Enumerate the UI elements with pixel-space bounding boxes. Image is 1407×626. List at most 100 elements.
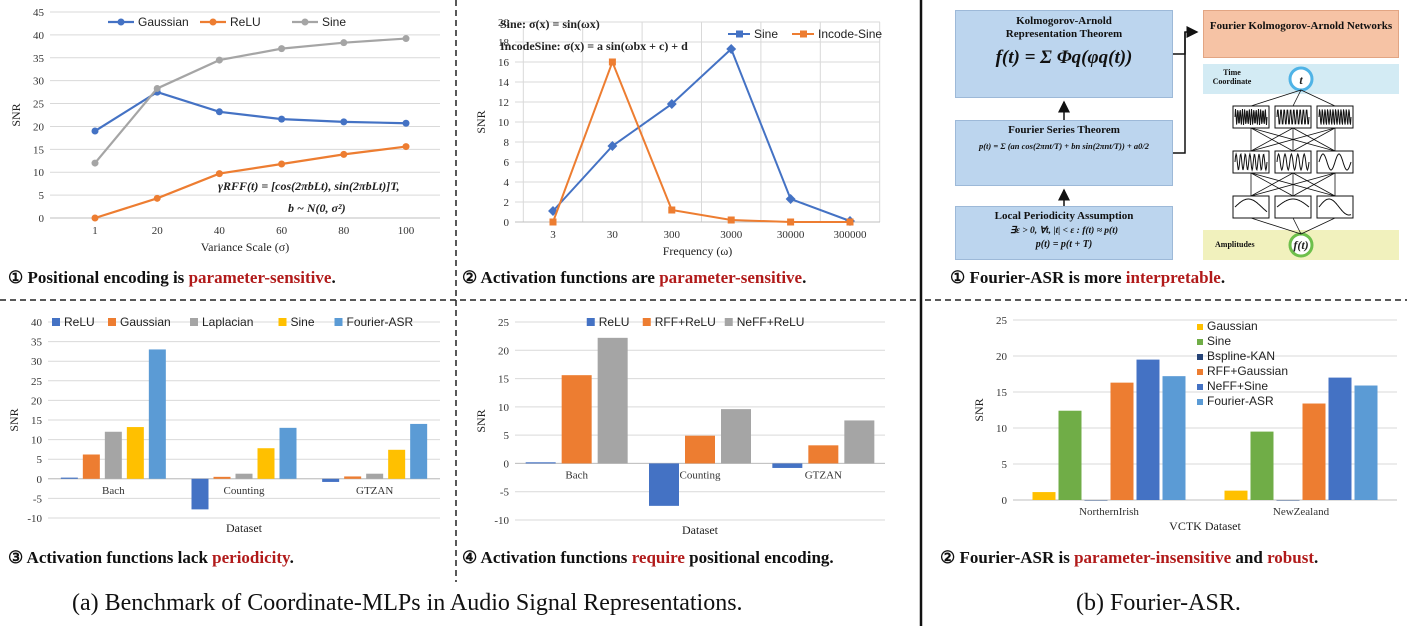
formula-fourier: p(t) = Σ (an cos(2πnt/T) + bn sin(2πnt/T… [978,141,1150,151]
y-tick-label: 15 [498,374,510,386]
data-point [340,39,348,47]
legend-swatch [52,318,60,326]
amp-label: Amplitudes [1215,240,1255,249]
chart-panel-positional-required: -10 -5 0 5 10 15 20 25 SNR Bach Counting GTZAN Datas… [460,308,915,540]
data-point [91,127,99,135]
net-edge [1250,127,1294,152]
legend-label: Gaussian [138,15,189,29]
data-point [278,160,286,168]
bar-relu [191,478,209,510]
y-tick-label: 0 [504,217,510,229]
basis-wave [1318,198,1352,216]
formula-kart-text: f(t) = Σ Φq(φq(t)) [995,47,1133,68]
legend-label: Sine [1207,334,1231,348]
net-edge [1292,127,1336,152]
y-tick-label: 25 [498,317,510,329]
bar-relu [772,463,803,468]
legend-label: Bspline-KAN [1207,349,1275,363]
y-tick-label: 5 [39,190,45,202]
legend-swatch [108,318,116,326]
bar-neff-relu [844,420,875,464]
data-point [340,118,348,126]
box-local-periodicity-title: Local Periodicity Assumption [994,210,1134,222]
x-category-label: Bach [102,485,125,497]
data-point [91,214,99,222]
caption-b1: ① Fourier-ASR is more interpretable. [950,268,1226,287]
x-category-label: GTZAN [805,469,842,481]
bar-fourier-asr [1162,376,1186,500]
x-tick-label: 20 [152,225,164,237]
legend-swatch [1197,324,1203,330]
caption-b2: ② Fourier-ASR is parameter-insensitive a… [940,548,1319,567]
y-tick-label: 15 [33,144,45,156]
bar-laplacian [366,473,384,479]
x-axis-label: Frequency (ω) [663,244,733,258]
data-point [402,35,410,43]
bar-laplacian [104,431,122,479]
x-axis-label: VCTK Dataset [1169,519,1241,533]
y-tick-label: 10 [498,117,510,129]
y-tick-label: 15 [31,415,43,427]
y-tick-label: 0 [504,458,510,470]
chart-panel-positional-encoding: 0 5 10 15 20 25 30 35 40 45 SNR 1 20 40 60 80 100 Varianc… [0,0,450,262]
time-label: Time Coordinate [1212,68,1252,86]
formula-annotation-1: Sine: σ(x) = sin(ωx) [500,17,600,31]
x-tick-label: 80 [338,225,350,237]
legend-marker [736,30,743,38]
legend-marker [209,18,217,26]
net-edge [1250,172,1294,197]
bar-gaussian [1032,492,1056,500]
data-point [215,170,223,178]
box-kolmogorov-arnold: Kolmogorov-Arnold Representation Theorem… [955,10,1173,98]
t-symbol: t [1299,73,1303,87]
y-tick-label: 6 [504,157,510,169]
net-edge [1250,89,1302,107]
chart-periodicity: -10 -5 0 5 10 15 20 25 30 35 40 SNR Bach Counting GTZA… [7,315,440,535]
formula-annotation-2: b ~ N(0, σ²) [288,201,346,215]
basis-wave [1234,108,1268,126]
legend-label: Incode-Sine [818,27,882,41]
bar-sine [1250,431,1274,500]
bar-fourier-asr [1354,385,1378,500]
data-point [215,108,223,116]
legend-swatch [334,318,343,326]
y-tick-label: 35 [31,337,43,349]
bar-relu [322,478,340,482]
legend-label: Sine [291,315,315,329]
bar-rff-relu [685,435,715,464]
data-point [668,206,676,214]
y-tick-label: 25 [33,99,45,111]
y-tick-label: 0 [37,474,43,486]
caption-a1: ① Positional encoding is parameter-sensi… [8,268,336,287]
y-tick-label: 2 [504,197,510,209]
y-tick-label: 35 [33,53,45,65]
bar-neff-sine [1328,377,1352,500]
data-point [153,194,161,202]
y-tick-label: 10 [31,435,43,447]
x-axis-label: Variance Scale (σ) [201,240,289,254]
bar-rff-relu [808,445,839,464]
net-edge [1300,89,1336,107]
legend-label: Gaussian [1207,319,1258,333]
y-tick-label: 12 [498,97,509,109]
legend-swatch [1197,384,1203,390]
data-point [215,56,223,64]
data-point [153,84,161,92]
data-point [846,218,854,226]
basis-wave [1318,153,1352,171]
chart-robustness: 0 5 10 15 20 25 SNR NorthernIrish NewZealand VCTK… [972,315,1397,533]
bar-rff-gaussian [1302,403,1326,500]
x-tick-label: 300 [664,229,681,241]
x-tick-label: 30 [607,229,619,241]
data-point [278,115,286,123]
chart-panel-robustness: 0 5 10 15 20 25 SNR NorthernIrish NewZealand VCTK… [935,308,1407,540]
bar-relu [649,463,679,506]
x-axis-label: Dataset [226,521,263,535]
box-kolmogorov-arnold-title: Kolmogorov-Arnold Representation Theorem [1005,15,1123,40]
x-tick-label: 100 [398,225,415,237]
y-tick-label: 20 [498,17,510,29]
diagram-fourier-kan: Kolmogorov-Arnold Representation Theorem… [935,0,1407,262]
bar-gaussian [344,476,362,479]
basis-wave [1318,109,1352,125]
x-category-label: Counting [224,485,265,497]
